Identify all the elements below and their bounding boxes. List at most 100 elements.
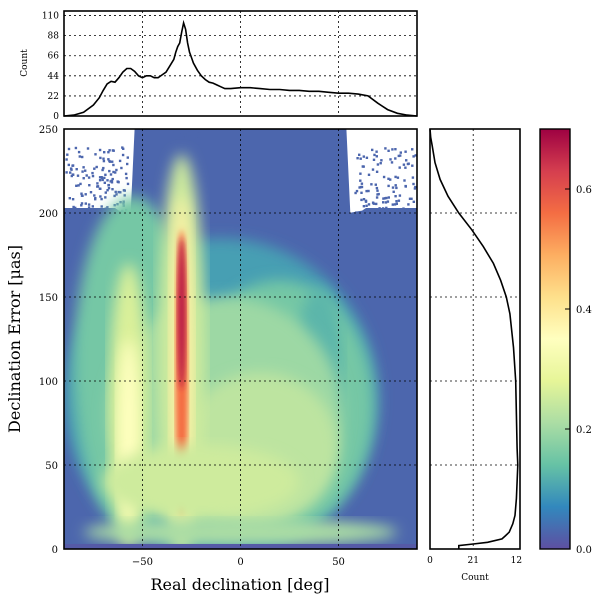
heatmap-scatter-pixel: [93, 194, 96, 197]
heatmap-scatter-pixel: [370, 209, 374, 212]
heatmap-scatter-pixel: [85, 174, 88, 177]
heatmap-scatter-pixel: [193, 139, 196, 142]
heatmap-scatter-pixel: [112, 170, 115, 174]
heatmap-ytick-200: 200: [39, 209, 58, 220]
heatmap-scatter-pixel: [104, 191, 107, 194]
heatmap-scatter-pixel: [414, 185, 417, 189]
heatmap-ytick-0: 0: [52, 545, 58, 556]
heatmap-scatter-pixel: [177, 145, 180, 148]
heatmap-scatter-pixel: [98, 148, 102, 152]
heatmap-scatter-pixel: [106, 189, 109, 192]
heatmap-scatter-pixel: [69, 167, 73, 170]
heatmap-scatter-pixel: [362, 155, 365, 158]
heatmap-scatter-pixel: [112, 163, 115, 167]
heatmap-scatter-pixel: [398, 194, 402, 197]
heatmap-scatter-pixel: [177, 148, 180, 151]
right-xtick-0: 0: [427, 556, 433, 566]
heatmap-scatter-pixel: [195, 137, 198, 141]
heatmap-scatter-pixel: [192, 132, 195, 135]
heatmap-scatter-pixel: [365, 156, 369, 159]
heatmap-scatter-pixel: [98, 179, 102, 182]
heatmap-ytick-250: 250: [39, 125, 58, 136]
heatmap-scatter-pixel: [80, 204, 83, 207]
heatmap-scatter-pixel: [84, 193, 87, 196]
heatmap-scatter-pixel: [196, 161, 199, 164]
heatmap-scatter-pixel: [87, 176, 91, 179]
heatmap-scatter-pixel: [102, 210, 105, 214]
heatmap-scatter-pixel: [121, 153, 125, 157]
heatmap-scatter-pixel: [198, 130, 202, 133]
heatmap-scatter-pixel: [197, 134, 200, 138]
heatmap-scatter-pixel: [170, 143, 173, 146]
heatmap-scatter-pixel: [412, 200, 415, 203]
heatmap-scatter-pixel: [69, 171, 72, 174]
heatmap-scatter-pixel: [201, 148, 204, 151]
heatmap-scatter-pixel: [370, 211, 374, 214]
heatmap-scatter-pixel: [77, 211, 80, 214]
heatmap-scatter-pixel: [126, 156, 129, 159]
colorbar-ticklabel-0.2: 0.2: [576, 425, 592, 436]
heatmap-scatter-pixel: [102, 159, 106, 163]
heatmap-scatter-pixel: [358, 153, 361, 156]
heatmap-scatter-pixel: [178, 133, 181, 136]
heatmap-scatter-pixel: [81, 170, 84, 173]
heatmap-xtick-0: 0: [237, 557, 243, 568]
heatmap-scatter-pixel: [199, 143, 203, 146]
heatmap-scatter-pixel: [67, 163, 70, 167]
heatmap-scatter-pixel: [106, 179, 109, 182]
heatmap-scatter-pixel: [197, 147, 201, 150]
heatmap-scatter-pixel: [354, 191, 357, 195]
colorbar: 0.0 0.2 0.4 0.6: [539, 128, 592, 556]
heatmap-scatter-pixel: [395, 186, 398, 190]
heatmap-scatter-pixel: [388, 209, 391, 212]
heatmap-scatter-pixel: [365, 204, 368, 207]
heatmap-scatter-pixel: [364, 200, 368, 203]
heatmap-scatter-pixel: [380, 159, 383, 162]
heatmap-scatter-pixel: [184, 135, 188, 138]
heatmap-xtick-50: 50: [332, 557, 345, 568]
heatmap-scatter-pixel: [382, 197, 385, 200]
heatmap-scatter-pixel: [405, 159, 408, 162]
heatmap-scatter-pixel: [72, 205, 75, 209]
heatmap-yticks: 0 50 100 150 200 250: [39, 125, 58, 556]
heatmap-scatter-pixel: [386, 210, 389, 213]
heatmap-scatter-pixel: [412, 155, 415, 158]
heatmap-scatter-pixel: [367, 189, 370, 193]
heatmap-scatter-pixel: [404, 166, 407, 169]
heatmap-scatter-pixel: [104, 207, 107, 210]
heatmap-scatter-pixel: [190, 160, 193, 163]
heatmap-scatter-pixel: [100, 197, 103, 201]
heatmap-grid: [64, 129, 417, 549]
heatmap-scatter-pixel: [172, 141, 176, 144]
heatmap-scatter-pixel: [191, 161, 195, 165]
heatmap-scatter-pixel: [172, 137, 176, 140]
heatmap-scatter-pixel: [399, 151, 402, 154]
heatmap-scatter-pixel: [360, 185, 364, 189]
top-hist-ylabel: Count: [20, 49, 30, 77]
heatmap-xlabel: Real declination [deg]: [150, 575, 329, 594]
heatmap-bottom-band: [83, 518, 398, 546]
heatmap-scatter-pixel: [199, 133, 203, 136]
heatmap-scatter-pixel: [375, 155, 378, 158]
heatmap-scatter-pixel: [102, 157, 105, 160]
heatmap-scatter-pixel: [122, 147, 125, 150]
heatmap-scatter-pixel: [367, 173, 371, 176]
heatmap-scatter-pixel: [382, 175, 386, 179]
heatmap-scatter-pixel: [96, 185, 99, 188]
colorbar-ticklabel-0.4: 0.4: [576, 305, 592, 316]
heatmap-scatter-pixel: [367, 203, 371, 206]
top-ytick-88: 88: [48, 32, 60, 42]
heatmap-scatter-pixel: [399, 154, 402, 157]
heatmap-scatter-pixel: [360, 182, 364, 185]
heatmap-scatter-pixel: [187, 131, 191, 134]
heatmap-scatter-pixel: [177, 137, 180, 140]
heatmap-scatter-pixel: [200, 162, 204, 165]
heatmap-scatter-pixel: [394, 184, 397, 187]
heatmap-scatter-pixel: [407, 203, 410, 206]
heatmap-scatter-pixel: [101, 178, 104, 182]
heatmap-scatter-pixel: [95, 165, 98, 169]
heatmap-scatter-pixel: [108, 149, 111, 152]
heatmap-scatter-pixel: [65, 171, 68, 174]
heatmap-scatter-pixel: [375, 186, 379, 190]
heatmap-scatter-pixel: [96, 182, 99, 185]
